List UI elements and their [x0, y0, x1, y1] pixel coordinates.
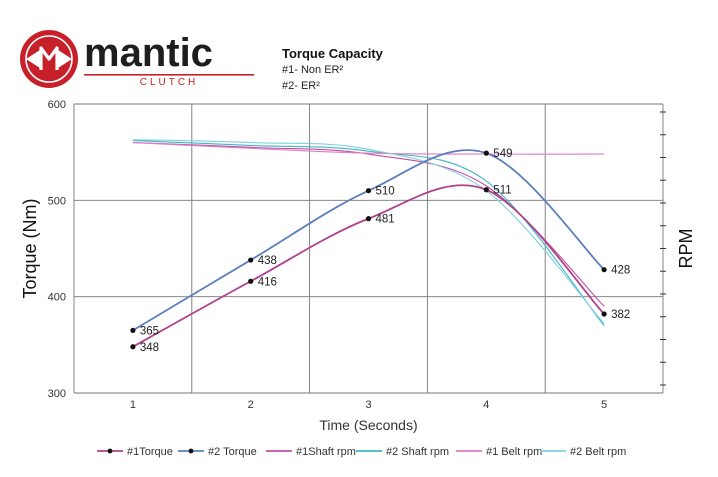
data-label: 510: [376, 186, 395, 198]
legend-entry: #2 Torque: [208, 446, 257, 458]
data-labels: 348 416 481 511 382 365 438 510 549 428: [140, 148, 630, 354]
data-point: [601, 311, 607, 317]
series-line-2: [132, 141, 605, 307]
x-tick-label: 4: [483, 399, 489, 411]
chart-series: [130, 139, 607, 350]
data-point: [130, 327, 136, 333]
y-tick-label: 500: [48, 195, 66, 207]
grid-lines: [73, 103, 664, 394]
x-tick-label: 3: [365, 399, 371, 411]
series-line-0: [132, 184, 605, 348]
series-line-1: [132, 149, 605, 332]
data-point: [248, 278, 254, 284]
legend-entry: #1Shaft rpm: [296, 446, 356, 458]
y-tick-label: 600: [48, 99, 66, 111]
y-axis-title: Torque (Nm): [20, 198, 40, 298]
logo-tagline: CLUTCH: [140, 77, 199, 88]
legend-entry: #1 Belt rpm: [486, 446, 542, 458]
data-label: 416: [258, 276, 277, 288]
y-tick-label: 300: [48, 388, 66, 400]
data-label: 382: [611, 309, 630, 321]
data-point: [601, 267, 607, 273]
legend-marker: [188, 448, 194, 454]
series-line-3: [132, 140, 605, 326]
legend-marker: [107, 448, 113, 454]
data-label: 481: [376, 214, 395, 226]
data-label: 365: [140, 325, 159, 337]
legend-entry: #1Torque: [127, 446, 173, 458]
header-series-1-note: #1- Non ER²: [282, 64, 344, 76]
logo-wordmark: mantic: [84, 31, 213, 75]
data-point: [365, 216, 372, 222]
chart-axes: 300 400 500 600 1 2 3 4 5: [48, 99, 666, 411]
chart-legend: #1Torque #2 Torque #1Shaft rpm #2 Shaft rpm…: [97, 446, 626, 458]
chart-header-title: Torque Capacity: [282, 46, 383, 61]
legend-entry: #2 Belt rpm: [570, 446, 626, 458]
header-series-2-note: #2- ER²: [282, 80, 320, 92]
series-line-4: [132, 141, 605, 155]
data-label: 549: [493, 148, 512, 160]
legend-entry: #2 Shaft rpm: [386, 446, 449, 458]
data-point: [483, 150, 489, 156]
data-label: 348: [140, 342, 159, 354]
x-tick-label: 2: [248, 399, 254, 411]
y2-axis-title: RPM: [676, 229, 696, 269]
mantic-clutch-logo: mantic CLUTCH: [20, 30, 254, 88]
data-label: 511: [493, 185, 511, 197]
x-tick-label: 1: [130, 399, 136, 411]
data-point: [248, 257, 254, 263]
y-tick-label: 400: [48, 292, 66, 304]
x-axis-title: Time (Seconds): [319, 417, 417, 433]
data-label: 438: [258, 255, 277, 267]
x-tick-label: 5: [601, 399, 607, 411]
data-point: [483, 187, 489, 193]
series-line-5: [132, 139, 605, 325]
data-label: 428: [611, 265, 630, 277]
data-point: [365, 188, 372, 194]
data-point: [130, 344, 136, 350]
